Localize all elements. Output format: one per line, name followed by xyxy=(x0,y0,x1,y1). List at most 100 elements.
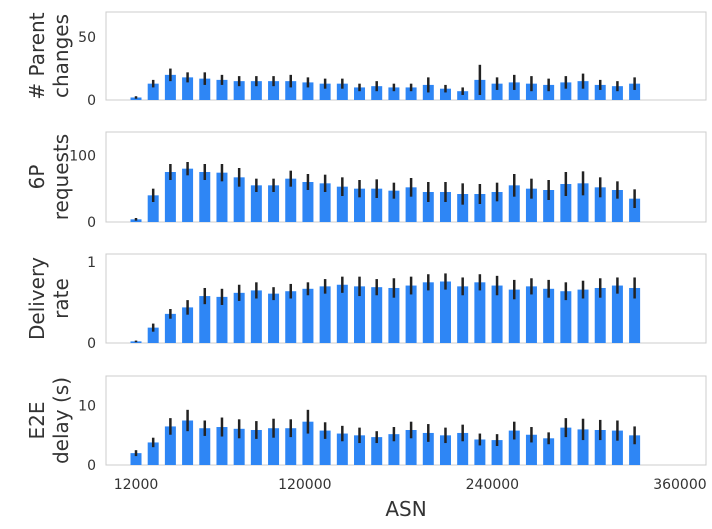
panel-4-bar xyxy=(182,420,194,465)
panel-4-bar xyxy=(164,426,176,465)
panel-4-bar xyxy=(130,453,142,465)
panel-1-bar xyxy=(457,91,469,100)
xtick-label: 120000 xyxy=(278,477,331,493)
panel-3-bar xyxy=(594,287,606,343)
panel-4-bar xyxy=(268,428,280,465)
panel-3-bar xyxy=(405,285,417,343)
panel-2-ylabel-line: 6P xyxy=(25,165,49,190)
panel-1-bar xyxy=(629,83,641,100)
panel-1-bar xyxy=(336,83,348,100)
panel-1-bar xyxy=(491,83,503,100)
panel-4-bar xyxy=(147,442,159,465)
panel-1-ylabel-line: # Parent xyxy=(25,12,49,99)
panel-1-bar xyxy=(543,84,555,100)
panel-2-bar xyxy=(182,168,194,222)
panel-2-bar xyxy=(439,192,451,222)
panel-1-bar xyxy=(525,83,537,100)
panel-1-bar xyxy=(147,83,159,100)
panel-2-bar xyxy=(577,183,589,222)
panel-3-bar xyxy=(577,289,589,343)
panel-3-ytick-label: 0 xyxy=(87,336,96,352)
panel-4-bar xyxy=(560,427,572,465)
panel-1-bar xyxy=(285,81,297,100)
panel-4-bar xyxy=(525,434,537,465)
panel-2-ylabel-line: requests xyxy=(49,134,73,220)
panel-2-bar xyxy=(594,187,606,222)
panel-1-ytick-label: 0 xyxy=(87,93,96,109)
panel-3-bar xyxy=(233,292,245,343)
panel-4-bar xyxy=(577,429,589,465)
panel-4-bar xyxy=(474,439,486,465)
panel-3-bar xyxy=(560,291,572,343)
panel-2-bar xyxy=(508,185,520,222)
panel-2-bar xyxy=(422,192,434,222)
panel-4-bar xyxy=(285,428,297,465)
panel-4-bar xyxy=(233,428,245,465)
panel-1-bar xyxy=(319,83,331,100)
panel-1-ylabel-line: changes xyxy=(49,14,73,98)
panel-2-bar xyxy=(611,190,623,222)
panel-3-bar xyxy=(422,282,434,343)
panel-2-bar xyxy=(388,190,400,222)
panel-3-bar xyxy=(250,290,262,343)
panel-1-bar xyxy=(250,81,262,100)
panel-4-bar xyxy=(594,429,606,465)
panel-1-bar xyxy=(354,87,366,100)
panel-2-bar xyxy=(268,185,280,222)
panel-3-bar xyxy=(508,289,520,343)
panel-3-bar xyxy=(543,288,555,343)
panel-1-bar xyxy=(611,86,623,100)
panel-1-bar xyxy=(560,82,572,100)
panel-3-bar xyxy=(319,286,331,343)
panel-2-bar xyxy=(199,172,211,222)
panel-2-bar xyxy=(371,188,383,222)
panel-2-bar xyxy=(319,183,331,222)
panel-3-bar xyxy=(457,286,469,343)
panel-4-bar xyxy=(388,434,400,465)
panel-3-bar xyxy=(629,287,641,343)
panel-3-bar xyxy=(268,293,280,343)
xtick-label: 360000 xyxy=(653,477,706,493)
panel-1-bar xyxy=(233,81,245,100)
panel-4-bar xyxy=(371,437,383,465)
panel-2-bar xyxy=(457,194,469,222)
panel-2-bar xyxy=(629,198,641,222)
panel-4-bar xyxy=(336,433,348,465)
panel-2-bar xyxy=(285,178,297,222)
panel-3-bar xyxy=(354,286,366,343)
panel-4-ylabel-line: E2E xyxy=(25,402,49,440)
panel-1-bar xyxy=(594,84,606,100)
panel-3-bar xyxy=(611,285,623,343)
panel-4-bar xyxy=(457,432,469,465)
panel-2-bar xyxy=(543,190,555,222)
panel-2-bar xyxy=(336,186,348,222)
panel-3-bar xyxy=(525,286,537,343)
panel-3-ytick-label: 1 xyxy=(87,255,96,271)
panel-1-bar xyxy=(439,88,451,100)
panel-3-bar xyxy=(199,296,211,343)
x-axis-label: ASN xyxy=(385,497,426,521)
panel-3-bar xyxy=(491,285,503,343)
panel-3-bar xyxy=(371,287,383,343)
panel-3-bar xyxy=(302,288,314,343)
panel-3-bar xyxy=(336,284,348,343)
panel-2-bar xyxy=(525,188,537,222)
panel-4-bar xyxy=(629,435,641,465)
xtick-label: 240000 xyxy=(466,477,519,493)
panel-1-bar xyxy=(268,81,280,100)
panel-3-bar xyxy=(388,287,400,343)
panel-1-bar xyxy=(182,77,194,100)
panel-4-bar xyxy=(319,430,331,465)
panel-4-bar xyxy=(611,430,623,465)
panel-2-bar xyxy=(164,172,176,222)
panel-1-bar xyxy=(199,78,211,100)
panel-3-bar xyxy=(182,307,194,343)
panel-3-bar xyxy=(285,291,297,343)
panel-2-ytick-label: 0 xyxy=(87,215,96,231)
panel-1-ytick-label: 50 xyxy=(78,30,96,46)
panel-3-ylabel-line: Delivery xyxy=(25,257,49,340)
panel-4-bar xyxy=(199,428,211,465)
panel-4-bar xyxy=(508,430,520,465)
